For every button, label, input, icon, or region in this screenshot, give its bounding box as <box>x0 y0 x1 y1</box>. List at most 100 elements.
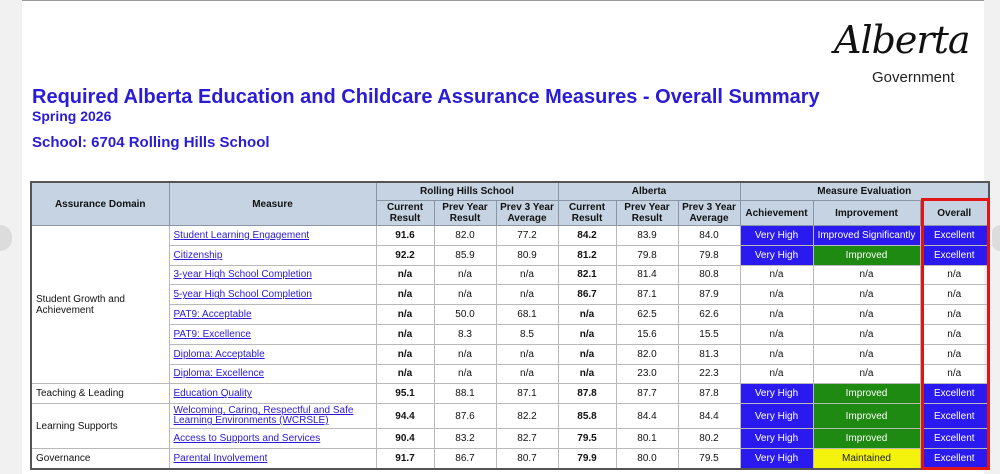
alberta-prev-year-cell: 15.6 <box>615 323 679 345</box>
overall-cell: Excellent <box>919 244 990 266</box>
alberta-prev-year-cell: 23.0 <box>615 363 679 385</box>
alberta-current-cell: n/a <box>557 343 617 365</box>
measure-link[interactable]: PAT9: Acceptable <box>173 309 252 321</box>
school-prev-3yr-cell: n/a <box>495 343 559 365</box>
measure-link[interactable]: Citizenship <box>173 249 223 261</box>
table-row: Diploma: Acceptable n/a n/a n/a n/a 82.0 81.3 n… <box>31 343 990 365</box>
alberta-prev-year-cell: 81.4 <box>615 264 679 286</box>
achievement-cell: Very High <box>739 225 814 246</box>
alberta-current-cell: 79.9 <box>557 447 617 470</box>
achievement-cell: n/a <box>739 343 814 365</box>
improvement-cell: n/a <box>812 343 921 365</box>
alberta-prev-3yr-cell: 80.8 <box>677 264 741 286</box>
report-title: Required Alberta Education and Childcare… <box>32 86 820 108</box>
school-current-cell: 91.7 <box>375 447 435 470</box>
alberta-prev-3yr-cell: 62.6 <box>677 304 741 325</box>
school-current-cell: n/a <box>375 343 435 365</box>
measure-link[interactable]: Diploma: Excellence <box>173 368 265 380</box>
measure-link[interactable]: 3-year High School Completion <box>173 269 312 281</box>
school-prev-3yr-cell: 8.5 <box>495 323 559 345</box>
measure-link[interactable]: 5-year High School Completion <box>173 289 312 301</box>
achievement-cell: Very High <box>739 403 814 430</box>
measure-cell: PAT9: Excellence <box>168 323 377 345</box>
achievement-cell: Very High <box>739 428 814 449</box>
school-prev-year-cell: 83.2 <box>433 428 497 449</box>
measure-cell: Education Quality <box>168 383 377 405</box>
measure-link[interactable]: Access to Supports and Services <box>173 433 321 445</box>
school-current-cell: n/a <box>375 323 435 345</box>
achievement-cell: Very High <box>739 383 814 405</box>
header-assurance-domain: Assurance Domain <box>30 181 170 226</box>
measure-link[interactable]: Student Learning Engagement <box>173 229 310 241</box>
measure-cell: Diploma: Acceptable <box>168 343 377 365</box>
achievement-cell: n/a <box>739 363 814 385</box>
alberta-prev-year-cell: 80.1 <box>615 428 679 449</box>
school-current-cell: 90.4 <box>375 428 435 449</box>
top-border <box>0 0 1000 1</box>
school-prev-year-cell: n/a <box>433 264 497 286</box>
overall-cell: Excellent <box>919 403 990 430</box>
measure-link[interactable]: PAT9: Excellence <box>173 328 251 340</box>
table-row: Student Growth and Achievement Student Le… <box>30 224 990 385</box>
alberta-prev-3yr-cell: 79.8 <box>677 244 741 266</box>
school-current-cell: 94.4 <box>375 403 435 430</box>
prev-page-handle[interactable] <box>0 225 12 251</box>
domain-cell: Student Growth and Achievement <box>30 224 170 385</box>
achievement-cell: n/a <box>739 264 814 286</box>
header-improvement: Improvement <box>812 200 921 226</box>
school-prev-year-cell: 87.6 <box>433 403 497 430</box>
alberta-current-cell: n/a <box>557 323 617 345</box>
achievement-cell: n/a <box>739 323 814 345</box>
alberta-current-cell: 81.2 <box>557 244 617 266</box>
measure-cell: Student Learning Engagement <box>168 225 377 246</box>
measure-cell: Citizenship <box>168 244 377 266</box>
alberta-prev-3yr-cell: 15.5 <box>677 323 741 345</box>
alberta-government-logo: Alberta Government <box>830 18 980 90</box>
achievement-cell: Very High <box>739 447 814 470</box>
school-name: School: 6704 Rolling Hills School <box>32 134 270 151</box>
table-row: Citizenship 92.2 85.9 80.9 81.2 79.8 79.8 Very … <box>31 244 990 266</box>
measure-link[interactable]: Welcoming, Caring, Respectful and Safe L… <box>173 405 354 427</box>
school-prev-3yr-cell: n/a <box>495 363 559 385</box>
alberta-prev-year-cell: 84.4 <box>615 403 679 430</box>
header-alberta-group: Alberta <box>557 181 741 201</box>
alberta-current-cell: n/a <box>557 304 617 325</box>
alberta-current-cell: 85.8 <box>557 403 617 430</box>
school-prev-3yr-cell: 68.1 <box>495 304 559 325</box>
alberta-current-cell: 79.5 <box>557 428 617 449</box>
table-row: 3-year High School Completion n/a n/a n/a 82… <box>31 264 990 286</box>
next-page-handle[interactable] <box>992 225 1000 251</box>
school-prev-year-cell: 8.3 <box>433 323 497 345</box>
measures-summary-table: Assurance Domain Measure Rolling Hills S… <box>30 181 990 470</box>
measure-link[interactable]: Parental Involvement <box>173 452 268 464</box>
table-row: Learning Supports Welcoming, Caring, Resp… <box>30 403 990 449</box>
table-row: Diploma: Excellence n/a n/a n/a n/a 23.0 22.3 n… <box>31 363 990 385</box>
school-prev-year-cell: 88.1 <box>433 383 497 405</box>
measure-cell: 3-year High School Completion <box>168 264 377 286</box>
alberta-prev-3yr-cell: 22.3 <box>677 363 741 385</box>
alberta-current-cell: n/a <box>557 363 617 385</box>
header-overall: Overall <box>919 200 990 226</box>
measure-link[interactable]: Education Quality <box>173 388 252 400</box>
school-prev-3yr-cell: n/a <box>495 284 559 306</box>
alberta-prev-year-cell: 87.1 <box>615 284 679 306</box>
header-school-prev-year: Prev Year Result <box>433 200 497 226</box>
alberta-prev-year-cell: 83.9 <box>615 225 679 246</box>
measure-link[interactable]: Diploma: Acceptable <box>173 348 265 360</box>
alberta-prev-3yr-cell: 81.3 <box>677 343 741 365</box>
alberta-prev-year-cell: 80.0 <box>615 447 679 470</box>
school-current-cell: n/a <box>375 363 435 385</box>
measure-cell: Welcoming, Caring, Respectful and Safe L… <box>168 403 377 430</box>
left-gutter <box>0 0 22 474</box>
school-current-cell: n/a <box>375 304 435 325</box>
improvement-cell: n/a <box>812 304 921 325</box>
header-school-prev-3yr: Prev 3 Year Average <box>495 200 559 226</box>
school-prev-year-cell: 82.0 <box>433 225 497 246</box>
header-achievement: Achievement <box>739 200 814 226</box>
school-current-cell: n/a <box>375 264 435 286</box>
school-current-cell: n/a <box>375 284 435 306</box>
header-alberta-current: Current Result <box>557 200 617 226</box>
measure-cell: 5-year High School Completion <box>168 284 377 306</box>
improvement-cell: Improved <box>812 244 921 266</box>
